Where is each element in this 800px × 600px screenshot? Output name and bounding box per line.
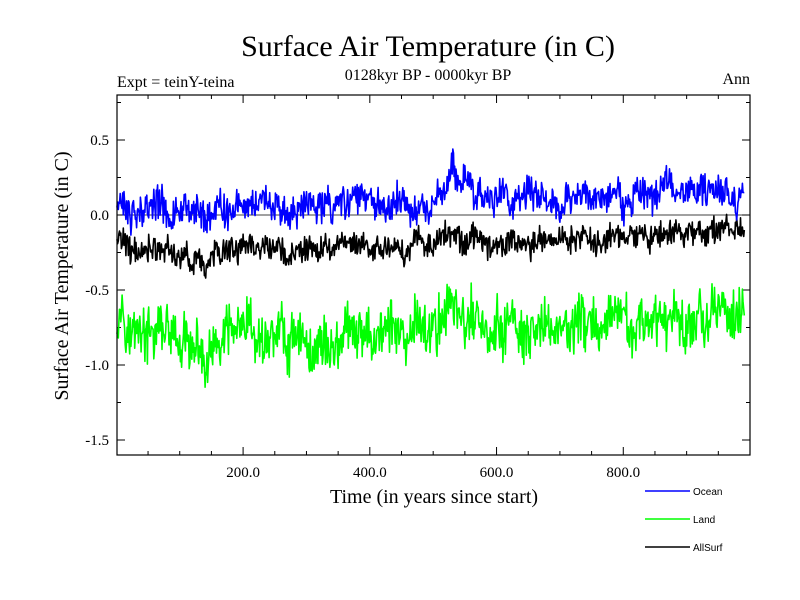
series-line-allsurf (116, 213, 746, 279)
legend: Ocean Land AllSurf (645, 487, 723, 554)
legend-label-allsurf: AllSurf (693, 543, 723, 554)
plot-area: 200.0 400.0 600.0 800.0 0.5 0.0 -0.5 -1.0 -1.5 (85, 94, 751, 481)
y-tick-label: -0.5 (85, 283, 109, 299)
y-tick-label: -1.5 (85, 433, 109, 449)
axis-tick-labels: 200.0 400.0 600.0 800.0 0.5 0.0 -0.5 -1.0 -1.5 (85, 133, 640, 481)
y-tick-label: -1.0 (85, 358, 109, 374)
experiment-label: Expt = teinY-teina (117, 74, 234, 91)
legend-label-land: Land (693, 515, 715, 526)
x-axis-label: Time (in years since start) (330, 486, 538, 508)
x-tick-label: 800.0 (606, 465, 640, 481)
plot-frame (116, 94, 751, 456)
y-axis-label: Surface Air Temperature (in C) (51, 151, 73, 400)
series-line-land (116, 282, 746, 388)
season-label: Ann (722, 71, 750, 88)
series-lines (116, 148, 746, 388)
legend-label-ocean: Ocean (693, 487, 722, 498)
y-tick-label: 0.5 (90, 133, 109, 149)
chart-subtitle: 0128kyr BP - 0000kyr BP (345, 67, 512, 84)
chart-title: Surface Air Temperature (in C) (241, 30, 615, 63)
y-tick-label: 0.0 (90, 208, 109, 224)
series-line-ocean (116, 148, 745, 236)
x-tick-label: 200.0 (226, 465, 260, 481)
x-tick-label: 600.0 (480, 465, 514, 481)
x-tick-label: 400.0 (353, 465, 387, 481)
axis-ticks (117, 95, 750, 455)
